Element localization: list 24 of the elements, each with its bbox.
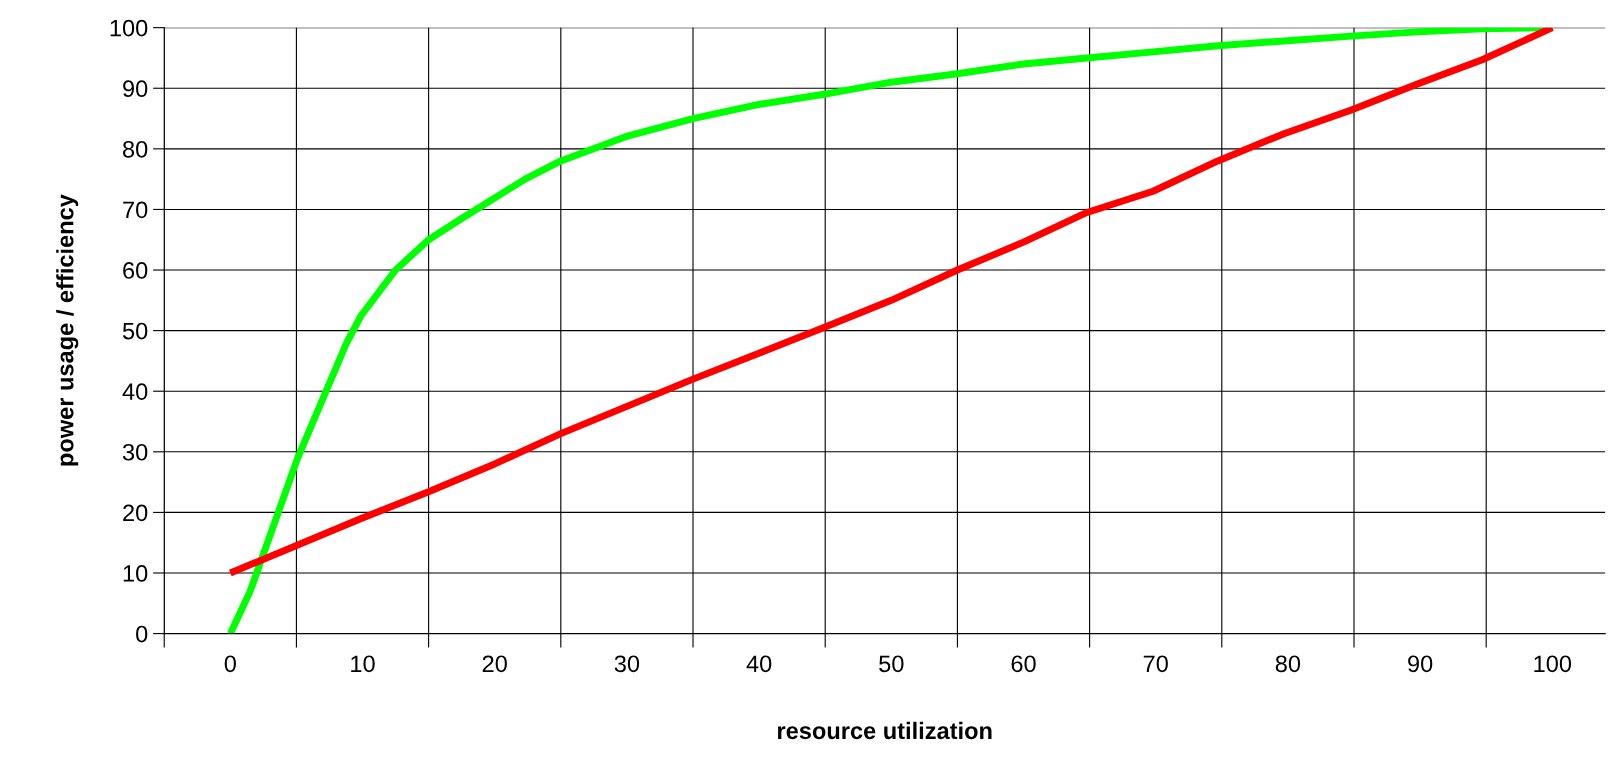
x-tick-label: 90 bbox=[1408, 655, 1433, 673]
x-tick-label: 40 bbox=[746, 655, 772, 673]
x-tick-label: 70 bbox=[1143, 655, 1168, 673]
x-tick-label: 60 bbox=[1011, 655, 1036, 673]
y-tick-label: 20 bbox=[123, 504, 148, 522]
y-tick-label: 100 bbox=[110, 19, 148, 37]
x-axis-title: resource utilization bbox=[778, 721, 992, 740]
x-tick-label: 50 bbox=[879, 655, 904, 673]
y-tick-label: 80 bbox=[123, 140, 148, 158]
x-tick-label: 0 bbox=[224, 655, 236, 673]
y-tick-label: 60 bbox=[123, 262, 148, 279]
x-tick-label: 30 bbox=[614, 655, 640, 673]
y-tick-label: 10 bbox=[123, 565, 148, 582]
x-tick-label: 10 bbox=[351, 655, 375, 673]
y-axis-title: power usage / efficiency bbox=[56, 194, 79, 466]
y-tick-label: 50 bbox=[122, 322, 148, 340]
y-tick-label: 40 bbox=[122, 383, 148, 401]
y-tick-label: 90 bbox=[123, 80, 148, 98]
x-tick-label: 20 bbox=[482, 655, 507, 673]
y-tick-label: 70 bbox=[123, 201, 148, 219]
y-tick-label: 30 bbox=[122, 443, 148, 461]
x-tick-label: 100 bbox=[1534, 655, 1572, 673]
y-tick-label: 0 bbox=[136, 625, 148, 643]
x-tick-label: 80 bbox=[1275, 655, 1301, 673]
